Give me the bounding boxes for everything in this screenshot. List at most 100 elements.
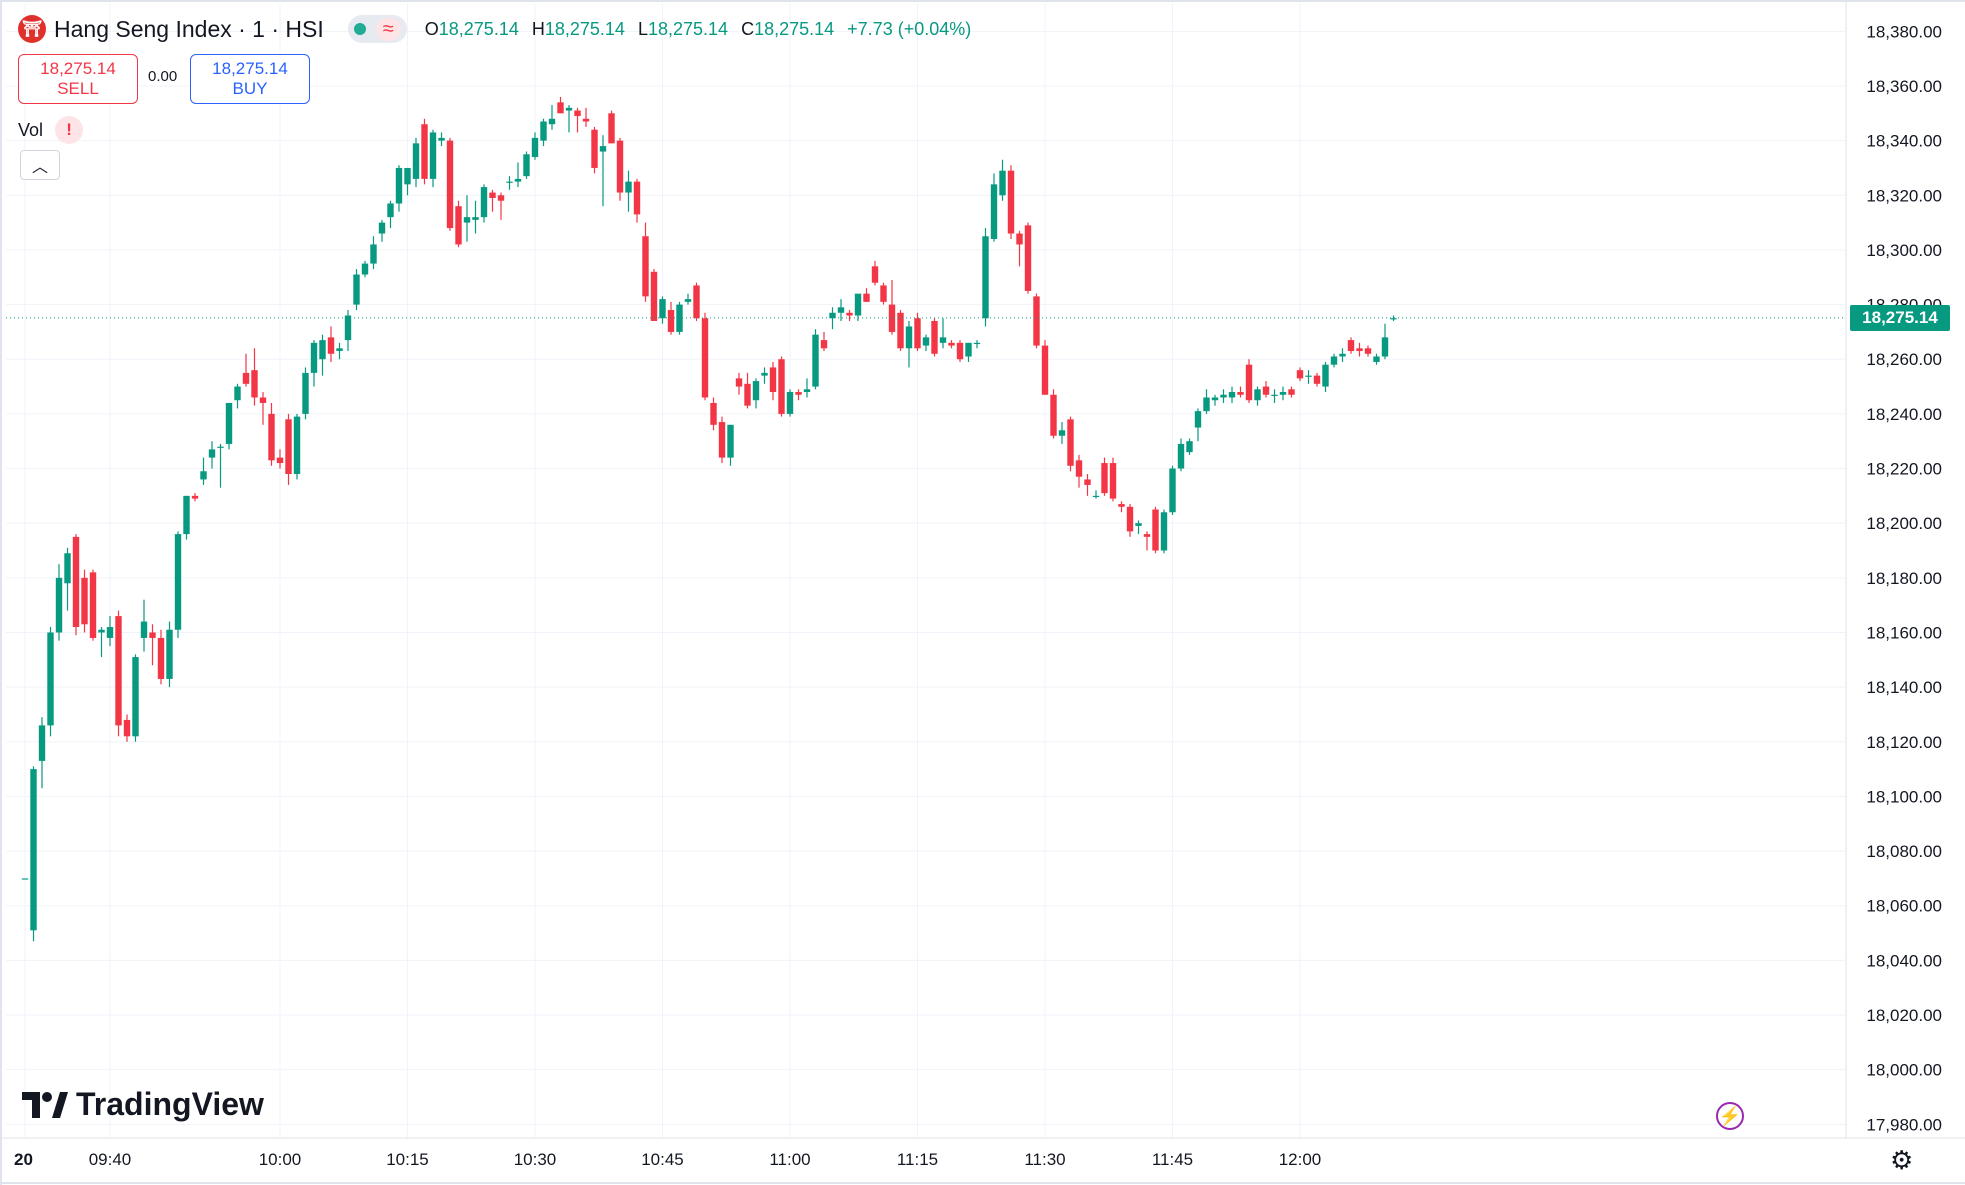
candle-body xyxy=(880,285,887,302)
settings-gear-icon[interactable]: ⚙ xyxy=(1890,1145,1914,1175)
candle-body xyxy=(251,370,258,398)
x-tick-label: 11:00 xyxy=(769,1150,810,1169)
candle xyxy=(880,282,887,305)
candle-body xyxy=(803,389,811,393)
buy-button[interactable]: 18,275.14 BUY xyxy=(190,54,310,104)
candle-body xyxy=(1381,337,1389,357)
tradingview-logo[interactable]: TradingView xyxy=(22,1086,264,1123)
candle xyxy=(982,228,989,327)
candle xyxy=(1364,345,1372,357)
candle-body xyxy=(973,342,981,345)
candle xyxy=(1347,337,1355,354)
candle-body xyxy=(1126,506,1134,532)
candle xyxy=(115,610,122,737)
candle xyxy=(1033,293,1040,349)
candle xyxy=(149,624,156,666)
candle xyxy=(21,878,29,880)
volume-indicator[interactable]: Vol ! xyxy=(18,116,84,144)
candle xyxy=(939,318,947,349)
candle xyxy=(285,413,292,485)
candle xyxy=(540,118,547,147)
candle xyxy=(157,629,165,685)
candle xyxy=(1305,370,1312,384)
collapse-indicators-button[interactable]: ︿ xyxy=(20,150,60,180)
x-tick-label: 11:45 xyxy=(1152,1150,1193,1169)
candle xyxy=(718,416,726,464)
symbol-title[interactable]: Hang Seng Index · 1 · HSI xyxy=(54,15,324,42)
candle xyxy=(1101,457,1108,496)
candle-body xyxy=(446,140,454,229)
ohlc-legend: O18,275.14 H18,275.14 L18,275.14 C18,275… xyxy=(425,19,980,40)
candle-body xyxy=(1160,512,1168,551)
candle-body xyxy=(293,416,301,474)
x-tick-label: 10:30 xyxy=(514,1150,557,1169)
candle-body xyxy=(939,337,947,343)
candle-body xyxy=(1194,411,1202,428)
candle-body xyxy=(1220,394,1227,398)
candle xyxy=(89,569,97,641)
candle-body xyxy=(438,137,445,141)
candle xyxy=(608,110,615,144)
candle-body xyxy=(599,146,607,152)
candle-body xyxy=(302,372,309,414)
candle-body xyxy=(370,244,377,264)
candle xyxy=(582,107,590,127)
lightning-icon[interactable]: ⚡ xyxy=(1716,1102,1744,1130)
sell-button[interactable]: 18,275.14 SELL xyxy=(18,54,138,104)
candle-body xyxy=(327,337,335,354)
candle-body xyxy=(157,637,165,679)
candle-body xyxy=(1390,318,1397,320)
candle-body xyxy=(378,222,386,234)
candle-body xyxy=(421,124,428,179)
candle xyxy=(1007,165,1015,239)
y-tick-label: 18,260.00 xyxy=(1866,350,1942,369)
candle xyxy=(548,105,556,130)
candle xyxy=(965,342,972,362)
change-value: +7.73 (+0.04%) xyxy=(847,18,972,39)
y-tick-label: 18,020.00 xyxy=(1866,1006,1942,1025)
candle xyxy=(1203,389,1210,414)
candle-body xyxy=(149,632,156,638)
y-tick-label: 17,980.00 xyxy=(1866,1115,1942,1134)
candle xyxy=(863,288,870,302)
candle xyxy=(1288,386,1295,398)
delayed-data-icon[interactable]: ≈ xyxy=(375,17,401,41)
candle-body xyxy=(965,342,972,357)
candle-body xyxy=(990,184,998,239)
candle xyxy=(251,348,258,406)
candle-body xyxy=(582,118,590,122)
y-tick-label: 18,120.00 xyxy=(1866,733,1942,752)
candle-body xyxy=(769,367,777,393)
market-status-pill[interactable]: ≈ xyxy=(347,15,407,43)
warning-icon[interactable]: ! xyxy=(55,116,84,144)
candle xyxy=(744,372,751,409)
volume-label: Vol xyxy=(18,119,44,140)
open-value: 18,275.14 xyxy=(438,18,519,39)
candle xyxy=(378,219,386,242)
y-tick-label: 18,220.00 xyxy=(1866,460,1942,479)
candle-body xyxy=(812,334,819,387)
candle xyxy=(871,260,879,286)
candle-body xyxy=(404,167,411,185)
candle xyxy=(999,159,1006,201)
candle xyxy=(1254,386,1261,406)
y-tick-label: 18,380.00 xyxy=(1866,22,1942,41)
candle-body xyxy=(1279,392,1287,395)
candle xyxy=(565,105,573,133)
candle xyxy=(1211,394,1219,406)
candle-body xyxy=(710,402,717,425)
y-tick-label: 18,140.00 xyxy=(1866,678,1942,697)
y-tick-label: 18,320.00 xyxy=(1866,186,1942,205)
candle xyxy=(463,195,471,242)
candle xyxy=(421,118,428,185)
candle xyxy=(1024,222,1032,294)
candle-body xyxy=(1084,479,1091,485)
candle xyxy=(174,531,182,638)
candle-body xyxy=(948,342,955,346)
brand-name: TradingView xyxy=(76,1086,264,1122)
candle xyxy=(293,413,301,480)
candle-body xyxy=(1058,430,1066,436)
candle xyxy=(761,367,768,384)
